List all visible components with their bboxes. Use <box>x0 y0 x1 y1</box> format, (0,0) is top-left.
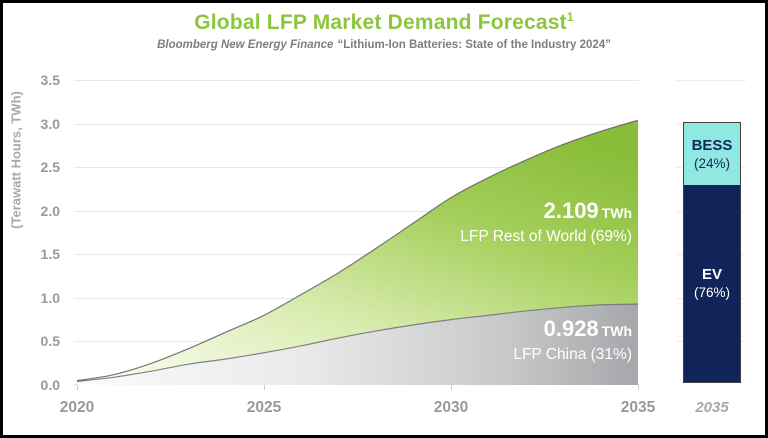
annotation-row-label: LFP Rest of World (69%) <box>460 228 632 245</box>
annotation-row-value: 2.109 <box>543 198 599 223</box>
subtitle-source: Bloomberg New Energy Finance <box>157 39 334 51</box>
annotation-china-label: LFP China (31%) <box>513 346 632 363</box>
x-tick-mark <box>264 385 265 390</box>
annotation-china-value-line: 0.928 TWh <box>513 316 632 345</box>
page-title: Global LFP Market Demand Forecast1 <box>0 10 768 35</box>
y-tick-label: 3.5 <box>40 72 60 88</box>
x-tick-label: 2035 <box>620 399 656 416</box>
x-tick-mark <box>638 385 639 390</box>
bar-segment-ev: EV (76%) <box>684 185 740 382</box>
y-tick-label: 0.5 <box>40 333 60 350</box>
annotation-china-unit: TWh <box>601 323 632 339</box>
ev-label: EV <box>701 266 722 284</box>
area-lfp-rest-of-world <box>77 120 638 382</box>
subtitle-report: “Lithium-Ion Batteries: State of the Ind… <box>337 39 611 51</box>
x-tick-mark <box>77 385 78 390</box>
curve-lfp-china-edge <box>77 303 638 383</box>
y-tick-label: 2.5 <box>40 159 60 176</box>
title-footnote-superscript: 1 <box>566 10 574 24</box>
curve-total-edge <box>77 119 638 382</box>
chart-subtitle: Bloomberg New Energy Finance “Lithium-Ion… <box>0 39 768 51</box>
y-tick-label: 1.5 <box>40 246 60 263</box>
annotation-row-unit: TWh <box>601 205 632 221</box>
annotation-row-value-line: 2.109 TWh <box>460 198 632 227</box>
gridline <box>74 210 639 212</box>
bess-label: BESS <box>691 136 733 154</box>
stacked-bar-2035: BESS (24%) EV (76%) <box>683 122 741 383</box>
y-tick-label: 3.0 <box>40 115 60 132</box>
bar-year-label: 2035 <box>695 399 729 416</box>
x-tick-label: 2025 <box>246 399 282 416</box>
gridline <box>74 123 639 125</box>
gridline-bar-zone <box>676 80 746 81</box>
x-tick-label: 2020 <box>59 399 95 416</box>
gridline <box>74 254 639 256</box>
gridline <box>74 167 639 169</box>
y-tick-label: 1.0 <box>40 289 60 306</box>
page-title-text: Global LFP Market Demand Forecast <box>194 11 567 34</box>
y-tick-label: 0.0 <box>40 377 60 393</box>
annotation-china-value: 0.928 <box>543 316 599 341</box>
ev-percent: (76%) <box>693 285 730 301</box>
annotation-lfp-china: 0.928 TWh LFP China (31%) <box>513 316 632 365</box>
area-lfp-china <box>77 304 638 385</box>
x-tick-mark <box>451 385 452 390</box>
gridline <box>74 80 639 81</box>
x-tick-label: 2030 <box>433 399 469 416</box>
annotation-lfp-rest-of-world: 2.109 TWh LFP Rest of World (69%) <box>460 198 632 247</box>
y-tick-label: 2.0 <box>40 202 60 219</box>
bess-percent: (24%) <box>693 155 730 171</box>
stacked-area-chart <box>77 119 638 385</box>
bar-segment-bess: BESS (24%) <box>684 123 740 186</box>
